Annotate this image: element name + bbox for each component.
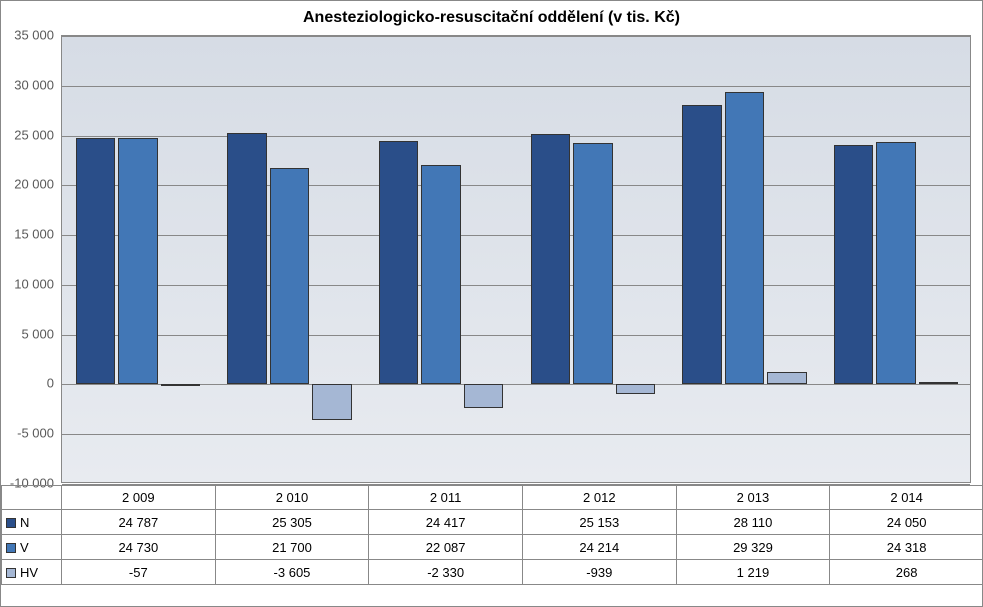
plot-area bbox=[61, 35, 971, 483]
category-cell: 2 013 bbox=[676, 486, 830, 510]
y-tick-label: 20 000 bbox=[2, 177, 54, 192]
data-cell: -2 330 bbox=[369, 560, 523, 585]
data-cell: 24 318 bbox=[830, 535, 983, 560]
bar bbox=[531, 134, 570, 384]
swatch-icon bbox=[6, 568, 16, 578]
series-row-n: N 24 787 25 305 24 417 25 153 28 110 24 … bbox=[2, 510, 983, 535]
bar bbox=[876, 142, 915, 384]
bar bbox=[573, 143, 612, 384]
data-cell: 24 787 bbox=[62, 510, 216, 535]
gridline bbox=[62, 434, 970, 435]
bar bbox=[118, 138, 157, 384]
data-cell: 24 214 bbox=[522, 535, 676, 560]
legend-v: V bbox=[2, 535, 62, 560]
legend-label: N bbox=[20, 515, 29, 530]
bar bbox=[919, 382, 958, 385]
bar bbox=[227, 133, 266, 385]
data-cell: 25 305 bbox=[215, 510, 369, 535]
category-cell: 2 011 bbox=[369, 486, 523, 510]
data-cell: 24 730 bbox=[62, 535, 216, 560]
y-tick-label: 5 000 bbox=[2, 326, 54, 341]
bar bbox=[76, 138, 115, 385]
y-tick-label: -5 000 bbox=[2, 426, 54, 441]
bar bbox=[834, 145, 873, 384]
y-tick-label: 30 000 bbox=[2, 77, 54, 92]
y-tick-label: 0 bbox=[2, 376, 54, 391]
bar bbox=[379, 141, 418, 384]
data-cell: -3 605 bbox=[215, 560, 369, 585]
legend-label: HV bbox=[20, 565, 38, 580]
category-cell: 2 009 bbox=[62, 486, 216, 510]
bar bbox=[616, 384, 655, 393]
category-row: 2 009 2 010 2 011 2 012 2 013 2 014 bbox=[2, 486, 983, 510]
category-cell: 2 014 bbox=[830, 486, 983, 510]
bar bbox=[464, 384, 503, 407]
chart-title: Anesteziologicko-resuscitační oddělení (… bbox=[1, 1, 982, 31]
data-cell: 24 050 bbox=[830, 510, 983, 535]
data-cell: 28 110 bbox=[676, 510, 830, 535]
legend-n: N bbox=[2, 510, 62, 535]
swatch-icon bbox=[6, 518, 16, 528]
data-table: 2 009 2 010 2 011 2 012 2 013 2 014 N 24… bbox=[1, 485, 983, 585]
bar bbox=[682, 105, 721, 385]
legend-hv: HV bbox=[2, 560, 62, 585]
bar bbox=[421, 165, 460, 385]
category-cell: 2 012 bbox=[522, 486, 676, 510]
data-cell: -939 bbox=[522, 560, 676, 585]
data-cell: 21 700 bbox=[215, 535, 369, 560]
bar bbox=[767, 372, 806, 384]
legend-label: V bbox=[20, 540, 29, 555]
gridline bbox=[62, 136, 970, 137]
data-cell: 25 153 bbox=[522, 510, 676, 535]
swatch-icon bbox=[6, 543, 16, 553]
series-row-v: V 24 730 21 700 22 087 24 214 29 329 24 … bbox=[2, 535, 983, 560]
bar bbox=[161, 384, 200, 386]
series-row-hv: HV -57 -3 605 -2 330 -939 1 219 268 bbox=[2, 560, 983, 585]
bar bbox=[270, 168, 309, 384]
y-tick-label: 10 000 bbox=[2, 276, 54, 291]
category-cell: 2 010 bbox=[215, 486, 369, 510]
data-cell: 22 087 bbox=[369, 535, 523, 560]
y-tick-label: 35 000 bbox=[2, 28, 54, 43]
gridline bbox=[62, 86, 970, 87]
bar bbox=[312, 384, 351, 420]
data-cell: 1 219 bbox=[676, 560, 830, 585]
data-cell: -57 bbox=[62, 560, 216, 585]
bar bbox=[725, 92, 764, 384]
data-cell: 29 329 bbox=[676, 535, 830, 560]
y-tick-label: 15 000 bbox=[2, 227, 54, 242]
chart-container: Anesteziologicko-resuscitační oddělení (… bbox=[0, 0, 983, 607]
gridline bbox=[62, 36, 970, 37]
y-tick-label: 25 000 bbox=[2, 127, 54, 142]
data-cell: 24 417 bbox=[369, 510, 523, 535]
empty-corner bbox=[2, 486, 62, 510]
data-cell: 268 bbox=[830, 560, 983, 585]
